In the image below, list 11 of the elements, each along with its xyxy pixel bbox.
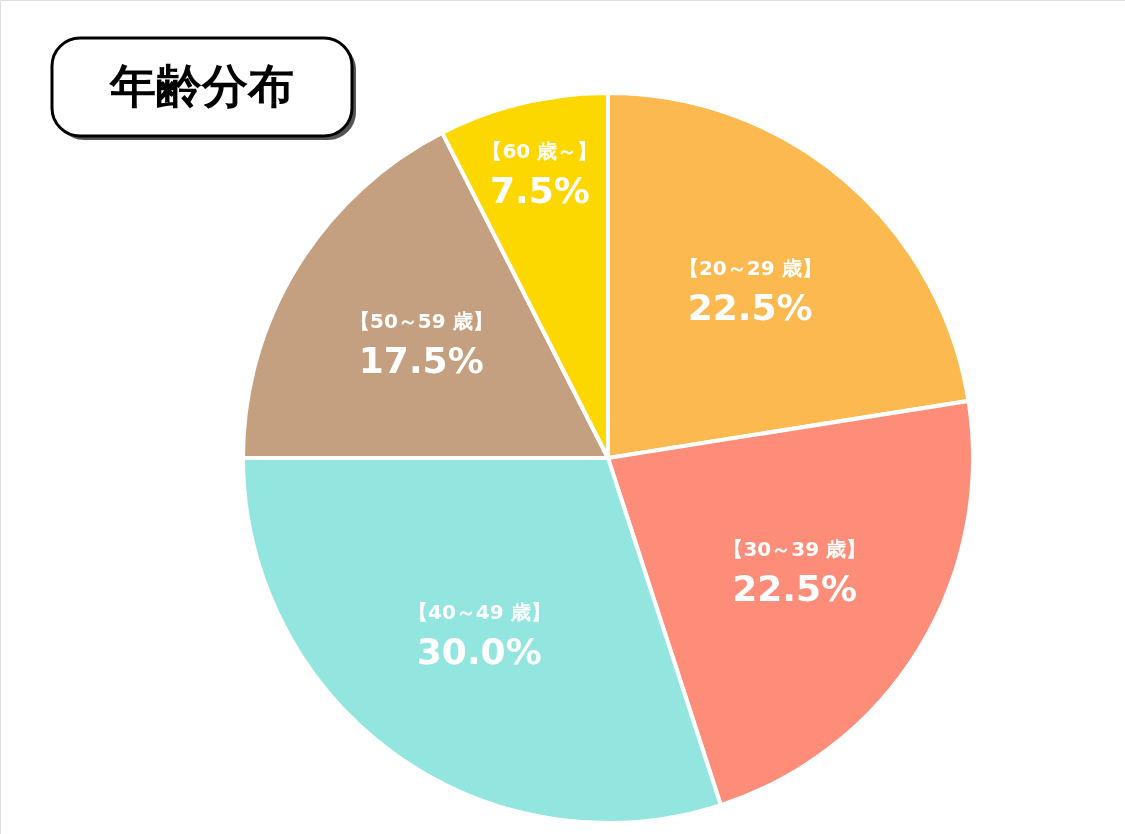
data-label: 22.5% [687,287,813,329]
data-label: 7.5% [489,170,590,212]
data-label: 30.0% [416,631,542,673]
slice-label: 【40～49 歳】 [407,600,551,625]
data-label: 22.5% [732,568,858,610]
slice-label: 【50～59 歳】 [349,308,493,333]
chart-title: 年齢分布 [108,59,294,113]
data-label: 17.5% [358,339,484,381]
slice-label: 【20～29 歳】 [678,256,822,281]
slice-label: 【30～39 歳】 [723,537,867,562]
slice-label: 【60 歳～】 [482,139,598,164]
